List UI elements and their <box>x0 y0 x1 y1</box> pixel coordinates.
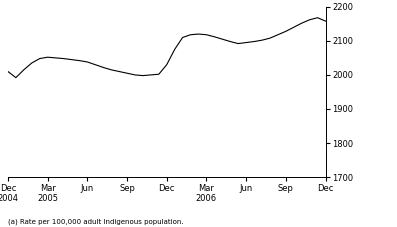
Text: (a) Rate per 100,000 adult Indigenous population.: (a) Rate per 100,000 adult Indigenous po… <box>8 218 183 225</box>
